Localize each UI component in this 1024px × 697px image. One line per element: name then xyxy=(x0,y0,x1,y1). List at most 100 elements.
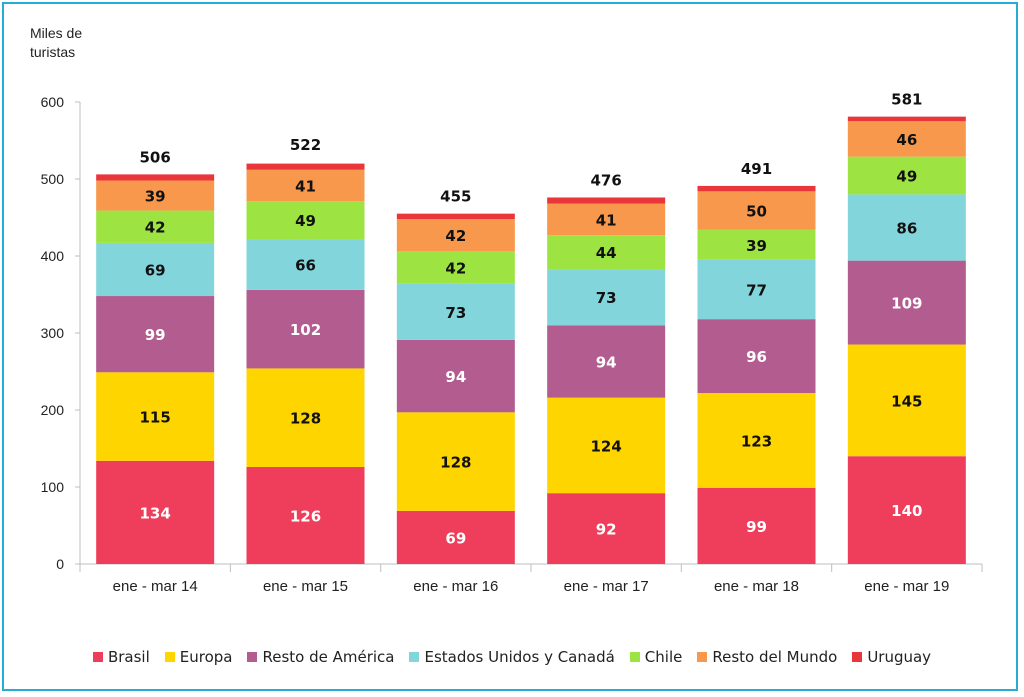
data-label: 42 xyxy=(445,260,466,278)
total-label: 506 xyxy=(140,148,171,166)
bar-segment-chile xyxy=(396,251,515,284)
legend-swatch xyxy=(164,652,175,662)
legend-item-brasil: Brasil xyxy=(92,648,150,666)
data-label: 94 xyxy=(596,353,617,371)
legend-item-europa: Europa xyxy=(164,648,233,666)
data-label: 145 xyxy=(891,392,922,410)
legend-label: Chile xyxy=(644,648,683,666)
y-tick-label: 200 xyxy=(41,402,65,418)
bar-segment-brasil xyxy=(396,510,515,564)
data-label: 134 xyxy=(140,504,171,522)
data-label: 140 xyxy=(891,502,922,520)
data-label: 42 xyxy=(145,219,166,237)
data-label: 128 xyxy=(290,410,321,428)
bar-segment-resto-del-mundo xyxy=(246,169,365,202)
legend-label: Brasil xyxy=(107,648,150,666)
data-label: 77 xyxy=(746,281,767,299)
bar-segment-estados-unidos-y-canad- xyxy=(847,194,966,261)
legend-label: Resto del Mundo xyxy=(712,648,838,666)
total-label: 522 xyxy=(290,136,321,154)
data-label: 49 xyxy=(896,168,917,186)
legend-item-resto-de-am-rica: Resto de América xyxy=(247,648,394,666)
bar-segment-estados-unidos-y-canad- xyxy=(396,283,515,340)
bar-segment-uruguay xyxy=(396,213,515,220)
data-label: 39 xyxy=(145,188,166,206)
bar-segment-chile xyxy=(547,235,666,270)
y-tick-label: 0 xyxy=(56,556,64,572)
data-label: 44 xyxy=(596,244,617,262)
bar-segment-estados-unidos-y-canad- xyxy=(96,242,215,297)
bar-segment-europa xyxy=(396,412,515,511)
legend-label: Uruguay xyxy=(867,648,932,666)
y-tick-label: 100 xyxy=(41,479,65,495)
x-tick-label: ene - mar 16 xyxy=(413,578,498,595)
data-label: 39 xyxy=(746,237,767,255)
legend-label: Europa xyxy=(179,648,233,666)
data-labels-group: 134 115 99 69 42 39 506 126 128 102 66 49 41 522 69 128… xyxy=(140,91,923,548)
bar-segment-resto-del-mundo xyxy=(847,121,966,157)
bar-segment-chile xyxy=(96,210,215,243)
y-tick-label: 300 xyxy=(41,325,65,341)
legend-item-chile: Chile xyxy=(629,648,683,666)
data-label: 92 xyxy=(596,521,617,539)
bar-segment-resto-de-am-rica xyxy=(96,296,215,373)
y-axis-title-line1: Miles de xyxy=(30,25,82,41)
data-label: 94 xyxy=(445,368,466,386)
bar-segment-brasil xyxy=(847,456,966,564)
data-label: 73 xyxy=(445,304,466,322)
bar-segment-uruguay xyxy=(96,174,215,181)
legend-swatch xyxy=(409,652,420,662)
bar-segment-resto-del-mundo xyxy=(547,203,666,236)
legend-swatch xyxy=(247,652,258,662)
data-label: 126 xyxy=(290,507,321,525)
y-axis: 0 100 200 300 400 500 600 xyxy=(41,94,81,572)
bar-segment-estados-unidos-y-canad- xyxy=(697,259,816,320)
legend-item-resto-del-mundo: Resto del Mundo xyxy=(697,648,837,666)
bar-segment-resto-de-am-rica xyxy=(847,260,966,345)
x-axis: ene - mar 14 ene - mar 15 ene - mar 16 ene … xyxy=(79,563,983,595)
y-tick-label: 600 xyxy=(41,94,65,110)
data-label: 41 xyxy=(295,178,316,196)
bar-segment-europa xyxy=(246,368,365,467)
bar-segment-brasil xyxy=(547,493,666,564)
data-label: 123 xyxy=(741,432,772,450)
y-axis-title-line2: turistas xyxy=(30,44,75,60)
bar-segment-resto-del-mundo xyxy=(697,191,816,230)
legend-swatch xyxy=(852,652,863,662)
bar-segment-brasil xyxy=(697,487,816,564)
bar-segment-europa xyxy=(847,344,966,457)
x-tick-label: ene - mar 18 xyxy=(714,578,799,595)
bar-segment-estados-unidos-y-canad- xyxy=(547,269,666,326)
legend-label: Estados Unidos y Canadá xyxy=(424,648,615,666)
legend: Brasil Europa Resto de América Estados Unid… xyxy=(0,648,1024,666)
legend-swatch xyxy=(629,652,640,662)
data-label: 69 xyxy=(145,261,166,279)
data-label: 99 xyxy=(746,518,767,536)
data-label: 96 xyxy=(746,348,767,366)
data-label: 73 xyxy=(596,289,617,307)
bar-segment-brasil xyxy=(246,466,365,564)
total-label: 476 xyxy=(591,171,622,189)
legend-swatch xyxy=(92,652,103,662)
bar-segment-chile xyxy=(697,229,816,260)
stacked-bar-chart: Miles de turistas 0 100 200 300 400 500 600 en… xyxy=(30,25,983,595)
legend-swatch xyxy=(697,652,708,662)
bar-segment-europa xyxy=(547,397,666,494)
x-tick-label: ene - mar 17 xyxy=(564,578,649,595)
x-tick-label: ene - mar 14 xyxy=(113,578,198,595)
bar-segment-europa xyxy=(96,372,215,461)
total-label: 491 xyxy=(741,160,772,178)
bar-segment-resto-del-mundo xyxy=(396,219,515,252)
bar-segment-resto-de-am-rica xyxy=(396,339,515,413)
bars-group xyxy=(96,116,966,564)
bar-segment-brasil xyxy=(96,460,215,564)
data-label: 128 xyxy=(440,454,471,472)
x-tick-label: ene - mar 19 xyxy=(864,578,949,595)
bar-segment-resto-del-mundo xyxy=(96,180,215,211)
data-label: 50 xyxy=(746,203,767,221)
data-label: 46 xyxy=(896,131,917,149)
data-label: 86 xyxy=(896,220,917,238)
legend-item-estados-unidos-y-canad-: Estados Unidos y Canadá xyxy=(409,648,615,666)
data-label: 49 xyxy=(295,212,316,230)
bar-segment-resto-de-am-rica xyxy=(246,289,365,369)
